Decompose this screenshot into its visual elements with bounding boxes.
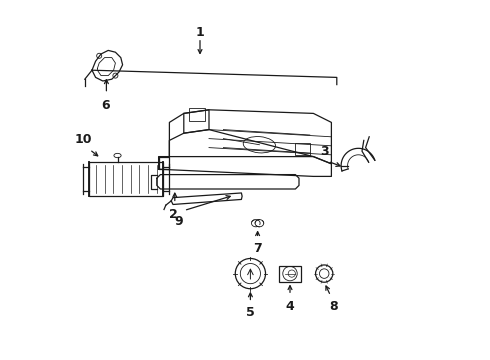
Bar bbox=[90, 162, 163, 196]
Text: 2: 2 bbox=[169, 208, 177, 221]
Text: 8: 8 bbox=[329, 300, 338, 313]
Text: 1: 1 bbox=[195, 26, 204, 39]
Bar bbox=[279, 266, 301, 282]
Text: 6: 6 bbox=[101, 99, 110, 112]
Text: 10: 10 bbox=[75, 133, 93, 146]
Text: 4: 4 bbox=[286, 300, 294, 312]
Bar bbox=[295, 143, 310, 155]
Text: 5: 5 bbox=[246, 306, 255, 319]
Text: 3: 3 bbox=[320, 145, 328, 158]
Text: 7: 7 bbox=[253, 242, 262, 255]
Bar bbox=[189, 108, 205, 121]
Text: 9: 9 bbox=[174, 215, 183, 228]
